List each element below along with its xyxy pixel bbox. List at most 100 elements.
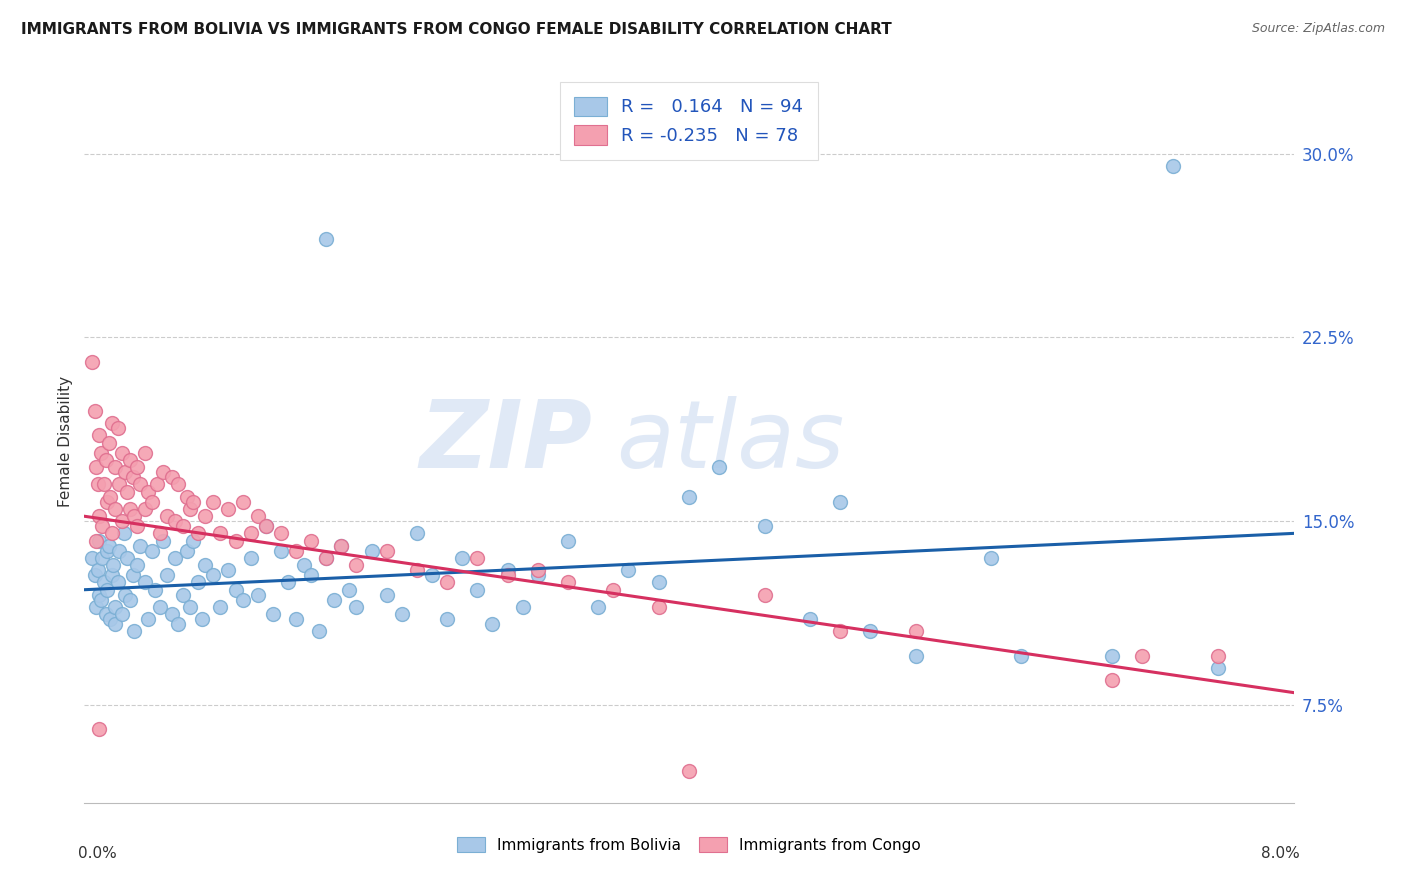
Point [149,599,172,614]
Point [799,612,821,626]
Point [118,502,141,516]
Point [406,563,429,577]
Point [980,550,1002,565]
Point [160,470,183,484]
Point [201,494,224,508]
Point [94,453,117,467]
Point [127,519,149,533]
Point [121,470,143,484]
Point [149,526,172,541]
Text: 0.0%: 0.0% [79,847,117,861]
Point [330,539,353,553]
Point [337,582,360,597]
Point [360,543,382,558]
Point [322,592,344,607]
Point [115,550,138,565]
Point [179,599,201,614]
Point [104,460,127,475]
Point [406,526,429,541]
Point [1011,648,1033,663]
Point [284,543,308,558]
Point [292,558,315,573]
Text: atlas: atlas [616,396,845,487]
Point [96,494,118,508]
Point [118,453,141,467]
Point [165,550,187,565]
Point [830,494,852,508]
Point [104,617,127,632]
Point [84,404,107,418]
Point [86,533,108,548]
Point [91,519,114,533]
Point [93,575,115,590]
Point [90,445,112,459]
Point [467,550,489,565]
Point [129,539,152,553]
Point [134,575,156,590]
Point [512,599,534,614]
Point [648,575,671,590]
Point [136,484,159,499]
Point [134,502,156,516]
Point [467,582,489,597]
Point [602,582,624,597]
Point [86,599,108,614]
Point [247,588,270,602]
Point [136,612,159,626]
Point [201,568,224,582]
Point [754,519,776,533]
Point [346,599,368,614]
Point [141,494,163,508]
Point [100,526,122,541]
Point [648,599,671,614]
Point [232,494,254,508]
Point [254,519,277,533]
Point [239,550,262,565]
Legend: R =   0.164   N = 94, R = -0.235   N = 78: R = 0.164 N = 94, R = -0.235 N = 78 [560,82,818,160]
Point [112,526,135,541]
Point [420,568,443,582]
Point [277,575,299,590]
Point [181,494,204,508]
Point [315,550,337,565]
Point [167,617,190,632]
Point [375,588,398,602]
Point [194,558,217,573]
Point [232,592,254,607]
Point [299,533,322,548]
Point [262,607,284,622]
Point [187,575,209,590]
Point [481,617,503,632]
Point [1101,648,1123,663]
Point [308,624,330,639]
Point [217,502,239,516]
Point [1132,648,1154,663]
Point [146,477,169,491]
Point [98,490,121,504]
Point [315,232,337,246]
Point [152,533,174,548]
Point [84,568,107,582]
Point [107,421,129,435]
Point [89,428,111,442]
Point [859,624,882,639]
Point [1161,159,1184,173]
Point [90,592,112,607]
Point [87,477,110,491]
Point [156,509,179,524]
Point [904,624,927,639]
Point [86,460,108,475]
Point [98,612,121,626]
Point [167,477,190,491]
Point [89,588,111,602]
Point [284,612,308,626]
Point [830,624,852,639]
Text: 8.0%: 8.0% [1261,847,1299,861]
Point [527,568,550,582]
Point [115,484,138,499]
Point [436,612,458,626]
Point [108,477,131,491]
Point [97,539,120,553]
Point [191,612,214,626]
Point [122,624,145,639]
